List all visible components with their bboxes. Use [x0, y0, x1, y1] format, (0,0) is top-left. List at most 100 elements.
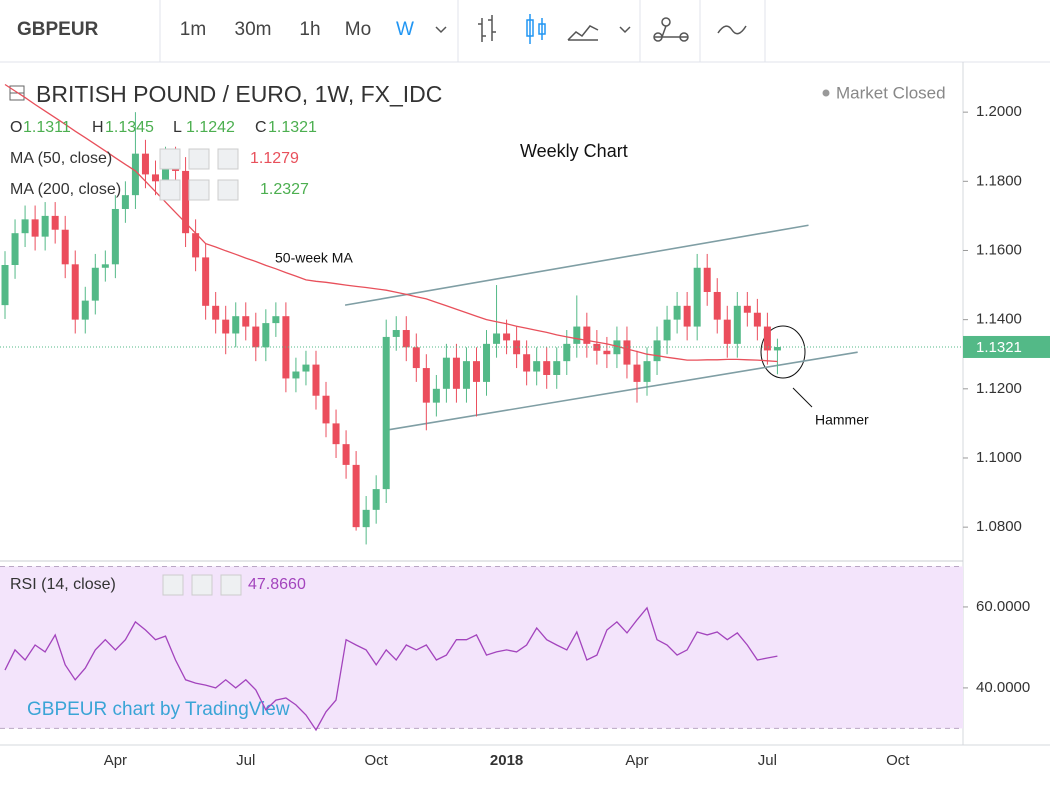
candle-body: [653, 340, 661, 362]
interval[interactable]: 1h: [299, 19, 320, 40]
legend-value: 47.8660: [248, 576, 306, 593]
candle-body: [382, 336, 390, 490]
hammer-pointer: [792, 387, 813, 408]
candle-body: [372, 489, 380, 510]
candle-body: [61, 229, 69, 265]
annotation: Weekly Chart: [520, 141, 628, 161]
candle-body: [392, 330, 400, 337]
candle-body: [222, 319, 230, 334]
candle-body: [633, 364, 641, 382]
candle-body: [613, 340, 621, 355]
last-price-tag: [963, 335, 1050, 358]
candle-body: [312, 364, 320, 396]
trendline: [385, 351, 858, 432]
candle-body: [262, 323, 270, 348]
y-tick-label: 1.1000: [976, 449, 1022, 466]
last-price-label: 1.1321: [976, 339, 1022, 356]
legend-icon: [159, 148, 181, 170]
candle-body: [242, 316, 250, 327]
candle-body: [533, 361, 541, 372]
candle-body: [232, 316, 240, 334]
interval[interactable]: 30m: [235, 19, 272, 40]
candle-body: [543, 361, 551, 375]
annotation: Hammer: [815, 412, 869, 428]
candle-body: [322, 395, 330, 424]
hammer-circle: [760, 325, 806, 379]
candle-body: [111, 208, 119, 265]
candle-body: [713, 291, 721, 320]
candle-body: [593, 343, 601, 351]
candle-body: [773, 346, 781, 351]
y-tick-label: 40.0000: [976, 679, 1030, 696]
candle-body: [442, 357, 450, 389]
legend-name: RSI (14, close): [10, 576, 116, 593]
candle-body: [1, 265, 9, 306]
legend-icon: [220, 574, 242, 596]
candle-body: [753, 312, 761, 327]
legend-icon: [191, 574, 213, 596]
candle-body: [402, 330, 410, 348]
rsi-line: [4, 606, 778, 732]
candle-body: [472, 361, 480, 382]
candle-body: [412, 347, 420, 369]
interval[interactable]: W: [396, 19, 414, 40]
symbol[interactable]: GBPEUR: [17, 19, 99, 40]
candle-body: [663, 319, 671, 341]
chart-title: BRITISH POUND / EURO, 1W, FX_IDC: [36, 81, 442, 107]
x-tick-label: Apr: [625, 752, 648, 769]
candle-body: [302, 364, 310, 372]
candle-body: [422, 368, 430, 403]
x-tick-label: Jul: [758, 752, 777, 769]
candle-body: [51, 215, 59, 230]
legend-name: MA (200, close): [10, 181, 121, 198]
candle-body: [31, 219, 39, 237]
candle-body: [292, 371, 300, 379]
candle-body: [483, 343, 491, 382]
candle-body: [11, 233, 19, 266]
candle-body: [723, 319, 731, 344]
candle-body: [81, 300, 89, 320]
legend-value: 1.1279: [250, 150, 299, 167]
ohlc-value: 1.1345: [105, 119, 154, 136]
y-tick-label: 60.0000: [976, 598, 1030, 615]
candle-body: [683, 305, 691, 327]
candle-body: [252, 326, 260, 348]
legend-icon: [217, 148, 239, 170]
interval[interactable]: 1m: [180, 19, 206, 40]
candle-body: [131, 153, 139, 196]
y-tick-label: 1.1600: [976, 241, 1022, 258]
candle-body: [162, 160, 170, 182]
ohlc-value: 1.1311: [23, 119, 71, 136]
ohlc-key: C: [255, 119, 267, 136]
candle-body: [352, 464, 360, 528]
candle-body: [603, 350, 611, 355]
candle-body: [432, 388, 440, 403]
watermark: GBPEUR chart by TradingView: [27, 699, 290, 720]
ohlc-key: H: [92, 119, 104, 136]
candle-body: [583, 326, 591, 344]
rsi-band: [0, 566, 963, 729]
moving-average: [4, 83, 778, 363]
y-tick-label: 1.1400: [976, 311, 1022, 328]
y-tick-label: 1.2000: [976, 103, 1022, 120]
candle-body: [192, 233, 200, 258]
x-tick-label: Jul: [236, 752, 255, 769]
candle-body: [21, 219, 29, 234]
candle-body: [693, 267, 701, 327]
x-tick-label: Oct: [886, 752, 910, 769]
candle-body: [763, 326, 771, 351]
ohlc-value: 1.1321: [268, 119, 317, 136]
legend-icon: [162, 574, 184, 596]
candle-body: [121, 195, 129, 209]
status-dot: [822, 89, 830, 97]
y-tick-label: 1.1200: [976, 380, 1022, 397]
interval[interactable]: Mo: [345, 19, 371, 40]
candle-body: [202, 257, 210, 306]
candle-body: [673, 305, 681, 320]
candle-body: [573, 326, 581, 344]
legend-icon: [188, 179, 210, 201]
candle-body: [151, 174, 159, 182]
candle-body: [101, 264, 109, 268]
